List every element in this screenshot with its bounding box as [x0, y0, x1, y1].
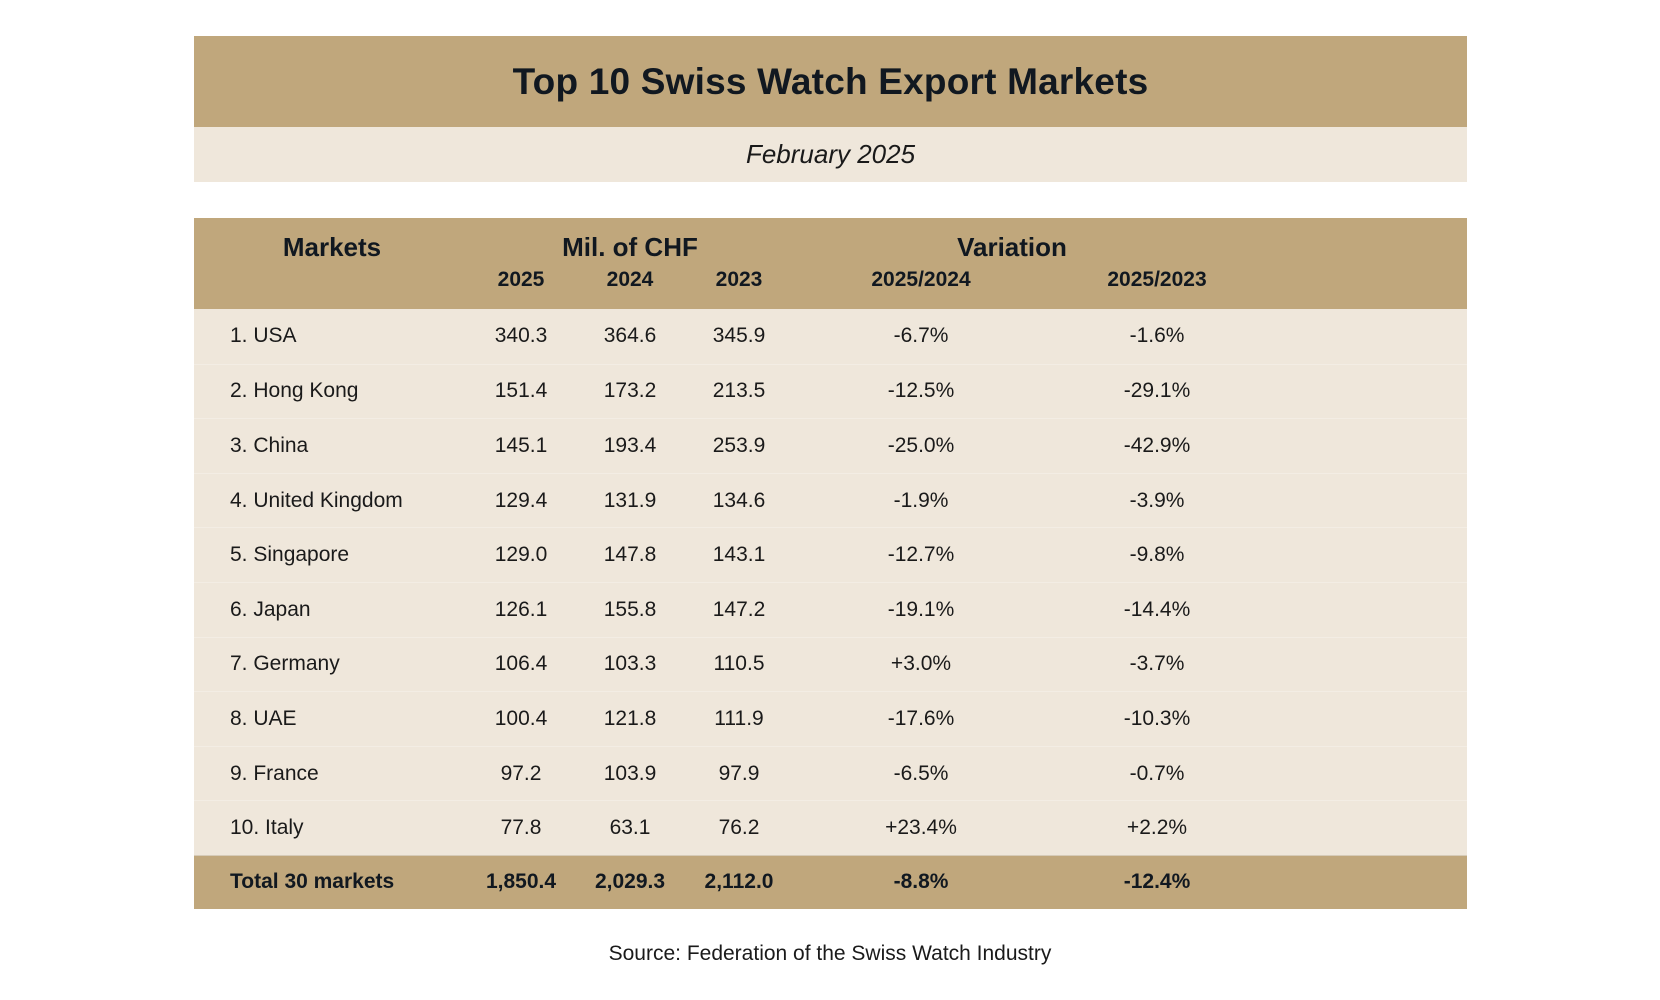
- header-markets: Markets: [282, 232, 382, 262]
- value-2023: 147.2: [712, 597, 766, 621]
- source-note: Source: Federation of the Swiss Watch In…: [608, 942, 1052, 965]
- var-2025-2023: -3.9%: [1129, 488, 1185, 512]
- value-2023: 111.9: [714, 706, 764, 730]
- table-row: 3. China 145.1 193.4 253.9 -25.0% -42.9%: [194, 418, 1467, 473]
- page-title: Top 10 Swiss Watch Export Markets: [512, 60, 1149, 102]
- page-subtitle: February 2025: [745, 139, 916, 169]
- title-bar: Top 10 Swiss Watch Export Markets: [194, 36, 1467, 127]
- value-2024: 364.6: [603, 324, 657, 348]
- header-2025-2023: 2025/2023: [1107, 268, 1207, 291]
- var-2025-2023: +2.2%: [1126, 816, 1188, 840]
- value-2024: 155.8: [603, 597, 657, 621]
- value-2024: 193.4: [603, 433, 657, 457]
- var-2025-2024: -1.9%: [893, 488, 949, 512]
- value-2024: 121.8: [603, 706, 657, 730]
- header-2024: 2024: [606, 268, 654, 291]
- var-2025-2024: +3.0%: [890, 652, 952, 676]
- header-mil-chf: Mil. of CHF: [562, 232, 698, 262]
- value-2025: 340.3: [494, 324, 548, 348]
- var-2025-2024: -25.0%: [887, 433, 955, 457]
- subtitle-bar: February 2025: [194, 127, 1467, 182]
- var-2025-2024: -12.7%: [887, 543, 955, 567]
- table-row: 10. Italy 77.8 63.1 76.2 +23.4% +2.2%: [194, 800, 1467, 855]
- market-name: 5. Singapore: [230, 543, 350, 567]
- total-var-2025-2024: -8.8%: [893, 870, 949, 894]
- value-2025: 126.1: [494, 597, 548, 621]
- value-2025: 129.4: [494, 488, 548, 512]
- market-name: 2. Hong Kong: [230, 379, 359, 403]
- market-name: 6. Japan: [230, 597, 311, 621]
- var-2025-2023: -9.8%: [1129, 543, 1185, 567]
- value-2024: 173.2: [603, 379, 657, 403]
- table-row: 1. USA 340.3 364.6 345.9 -6.7% -1.6%: [194, 309, 1467, 364]
- var-2025-2024: -6.5%: [893, 761, 949, 785]
- total-var-2025-2023: -12.4%: [1123, 870, 1191, 894]
- value-2024: 103.3: [603, 652, 657, 676]
- var-2025-2024: -6.7%: [893, 324, 949, 348]
- value-2025: 106.4: [494, 652, 548, 676]
- var-2025-2024: +23.4%: [885, 816, 957, 840]
- value-2024: 103.9: [603, 761, 657, 785]
- value-2024: 131.9: [603, 488, 657, 512]
- value-2023: 134.6: [712, 488, 766, 512]
- table-row: 5. Singapore 129.0 147.8 143.1 -12.7% -9.8%: [194, 527, 1467, 582]
- total-2023: 2,112.0: [704, 870, 774, 894]
- value-2025: 145.1: [494, 433, 548, 457]
- var-2025-2024: -12.5%: [887, 379, 955, 403]
- table-row: 8. UAE 100.4 121.8 111.9 -17.6% -10.3%: [194, 691, 1467, 746]
- total-2024: 2,029.3: [594, 870, 666, 894]
- var-2025-2023: -14.4%: [1123, 597, 1191, 621]
- market-name: 3. China: [230, 433, 309, 457]
- value-2023: 97.9: [718, 761, 760, 785]
- var-2025-2023: -29.1%: [1123, 379, 1191, 403]
- table-row: 7. Germany 106.4 103.3 110.5 +3.0% -3.7%: [194, 636, 1467, 692]
- value-2025: 151.4: [494, 379, 548, 403]
- total-row: Total 30 markets 1,850.4 2,029.3 2,112.0…: [194, 854, 1467, 909]
- market-name: 4. United Kingdom: [230, 488, 403, 512]
- value-2023: 76.2: [718, 816, 760, 840]
- value-2024: 147.8: [603, 543, 657, 567]
- table-body: 1. USA 340.3 364.6 345.9 -6.7% -1.6% 2. Hong K…: [194, 309, 1467, 855]
- title-block: Top 10 Swiss Watch Export Markets Februa…: [194, 36, 1467, 182]
- market-name: 7. Germany: [230, 652, 340, 676]
- value-2024: 63.1: [609, 816, 651, 840]
- total-2025: 1,850.4: [485, 870, 557, 894]
- header-2025: 2025: [497, 268, 545, 291]
- market-name: 9. France: [230, 761, 319, 785]
- market-name: 1. USA: [230, 324, 297, 348]
- value-2023: 253.9: [712, 433, 766, 457]
- value-2025: 97.2: [500, 761, 542, 785]
- value-2025: 129.0: [494, 543, 548, 567]
- total-label: Total 30 markets: [230, 870, 395, 894]
- value-2023: 143.1: [712, 543, 766, 567]
- value-2023: 213.5: [712, 379, 766, 403]
- value-2023: 345.9: [712, 324, 766, 348]
- header-2023: 2023: [715, 268, 763, 291]
- var-2025-2024: -19.1%: [887, 597, 955, 621]
- header-2025-2024: 2025/2024: [871, 268, 971, 291]
- value-2025: 100.4: [494, 706, 548, 730]
- var-2025-2024: -17.6%: [887, 706, 955, 730]
- value-2023: 110.5: [713, 652, 765, 676]
- var-2025-2023: -10.3%: [1123, 706, 1191, 730]
- var-2025-2023: -0.7%: [1129, 761, 1185, 785]
- header-variation: Variation: [957, 232, 1067, 262]
- market-name: 8. UAE: [230, 706, 297, 730]
- table-row: 2. Hong Kong 151.4 173.2 213.5 -12.5% -29.1%: [194, 363, 1467, 419]
- table-row: 9. France 97.2 103.9 97.9 -6.5% -0.7%: [194, 745, 1467, 801]
- value-2025: 77.8: [500, 816, 542, 840]
- var-2025-2023: -3.7%: [1129, 652, 1185, 676]
- table-row: 6. Japan 126.1 155.8 147.2 -19.1% -14.4%: [194, 581, 1467, 637]
- table-row: 4. United Kingdom 129.4 131.9 134.6 -1.9% -3.…: [194, 472, 1467, 528]
- table-header: Markets Mil. of CHF Variation 2025 2024 …: [194, 218, 1467, 309]
- var-2025-2023: -1.6%: [1129, 324, 1185, 348]
- export-markets-table: Markets Mil. of CHF Variation 2025 2024 …: [194, 218, 1467, 909]
- var-2025-2023: -42.9%: [1123, 433, 1191, 457]
- market-name: 10. Italy: [230, 816, 304, 840]
